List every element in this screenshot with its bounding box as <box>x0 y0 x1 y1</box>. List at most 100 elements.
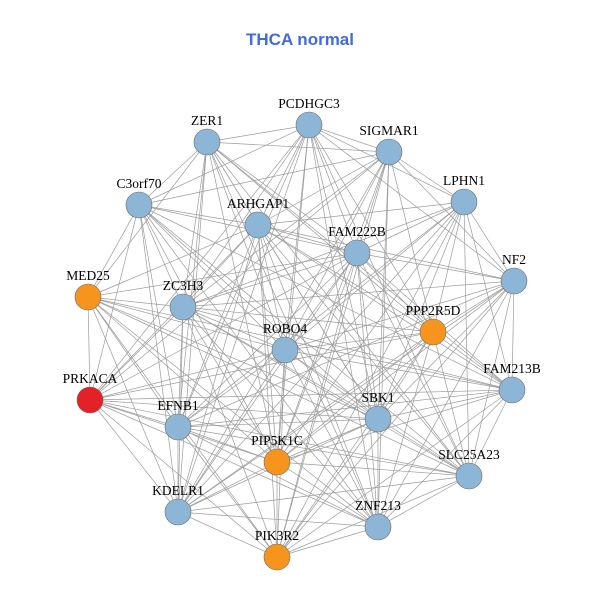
network-edge <box>276 252 358 463</box>
node-label-PRKACA: PRKACA <box>63 371 118 386</box>
network-edge <box>177 418 379 428</box>
network-edge <box>206 141 390 153</box>
network-node-PRKACA <box>76 386 104 414</box>
network-edge <box>308 124 390 153</box>
network-edge <box>463 201 470 477</box>
node-label-PPP2R5D: PPP2R5D <box>406 303 461 318</box>
network-edge <box>308 124 379 420</box>
network-edge <box>284 201 465 351</box>
network-edge <box>206 124 310 143</box>
network-edge <box>276 331 434 463</box>
network-edge <box>377 280 515 420</box>
network-edge <box>89 389 513 401</box>
network-edge <box>87 252 358 298</box>
network-edge <box>182 252 358 308</box>
network-edge <box>89 399 379 528</box>
network-edge <box>138 124 310 206</box>
network-edge <box>177 224 259 428</box>
network-edge <box>257 224 278 558</box>
network-edge <box>377 280 515 528</box>
network-edge <box>388 151 515 282</box>
network-edge <box>388 151 434 333</box>
network-edge <box>138 204 379 528</box>
network-edge <box>89 306 184 401</box>
network-edge <box>284 124 310 351</box>
network-edge <box>138 204 184 308</box>
node-label-PIK3R2: PIK3R2 <box>255 528 299 543</box>
network-edge <box>468 389 513 477</box>
network-edge <box>377 151 390 528</box>
network-edge <box>377 201 465 420</box>
network-node-KDELR1 <box>164 498 192 526</box>
network-edge <box>177 141 208 428</box>
network-edge <box>377 331 434 420</box>
network-edge <box>177 252 358 428</box>
network-edge <box>177 252 358 513</box>
network-node-EFNB1 <box>164 413 192 441</box>
node-label-KDELR1: KDELR1 <box>152 483 204 498</box>
network-edge <box>177 151 390 513</box>
network-edge <box>276 280 515 558</box>
network-edge <box>177 280 515 428</box>
network-edge <box>138 204 179 428</box>
network-edge <box>87 296 184 308</box>
network-edge <box>182 151 390 308</box>
network-edge <box>177 280 515 513</box>
network-node-SBK1 <box>364 405 392 433</box>
node-label-NF2: NF2 <box>502 252 526 267</box>
node-label-FAM222B: FAM222B <box>328 224 386 239</box>
network-edge <box>177 331 434 513</box>
network-edge <box>177 141 208 513</box>
network-edge <box>308 124 434 333</box>
network-edge <box>206 141 278 463</box>
network-edge <box>276 461 379 528</box>
network-edge <box>257 224 379 528</box>
network-edge <box>177 426 278 558</box>
network-edge <box>138 141 208 206</box>
network-edge <box>432 331 513 391</box>
network-edge <box>87 296 379 528</box>
network-edge <box>182 124 310 308</box>
network-edge <box>377 331 434 528</box>
node-label-ROBO4: ROBO4 <box>263 321 308 336</box>
network-edge <box>182 224 259 308</box>
network-edge <box>257 224 434 333</box>
network-edge <box>284 252 358 351</box>
network-edge <box>276 124 310 463</box>
network-edge <box>87 204 140 298</box>
network-edge <box>276 151 390 558</box>
network-edge <box>206 141 358 254</box>
network-node-FAM222B <box>343 239 371 267</box>
network-node-C3orf70 <box>125 191 153 219</box>
network-edge <box>308 124 470 477</box>
network-edge <box>257 201 465 226</box>
network-edge <box>308 124 358 254</box>
network-node-ZC3H3 <box>169 293 197 321</box>
network-edge <box>356 151 390 254</box>
network-edge <box>89 399 179 513</box>
network-edge <box>177 124 310 428</box>
network-edge <box>89 399 379 420</box>
network-edge <box>138 204 278 463</box>
network-node-PIK3R2 <box>263 543 291 571</box>
network-edge <box>356 252 434 333</box>
network-edge <box>276 151 390 463</box>
network-edge <box>89 151 390 401</box>
network-edge <box>87 296 379 420</box>
network-edge <box>138 204 513 391</box>
network-edge <box>206 141 379 528</box>
node-label-ZER1: ZER1 <box>191 113 223 128</box>
network-edge <box>206 141 286 351</box>
network-edge <box>182 306 278 463</box>
network-edge <box>257 224 513 391</box>
network-edge <box>89 399 470 477</box>
network-edge <box>276 331 434 558</box>
network-edge <box>182 141 208 308</box>
network-node-MED25 <box>74 283 102 311</box>
network-edge <box>206 141 434 333</box>
network-node-PPP2R5D <box>419 318 447 346</box>
network-edge <box>388 151 465 203</box>
chart-title: THCA normal <box>246 30 354 49</box>
node-label-PCDHGC3: PCDHGC3 <box>278 96 340 111</box>
network-node-LPHN1 <box>450 188 478 216</box>
